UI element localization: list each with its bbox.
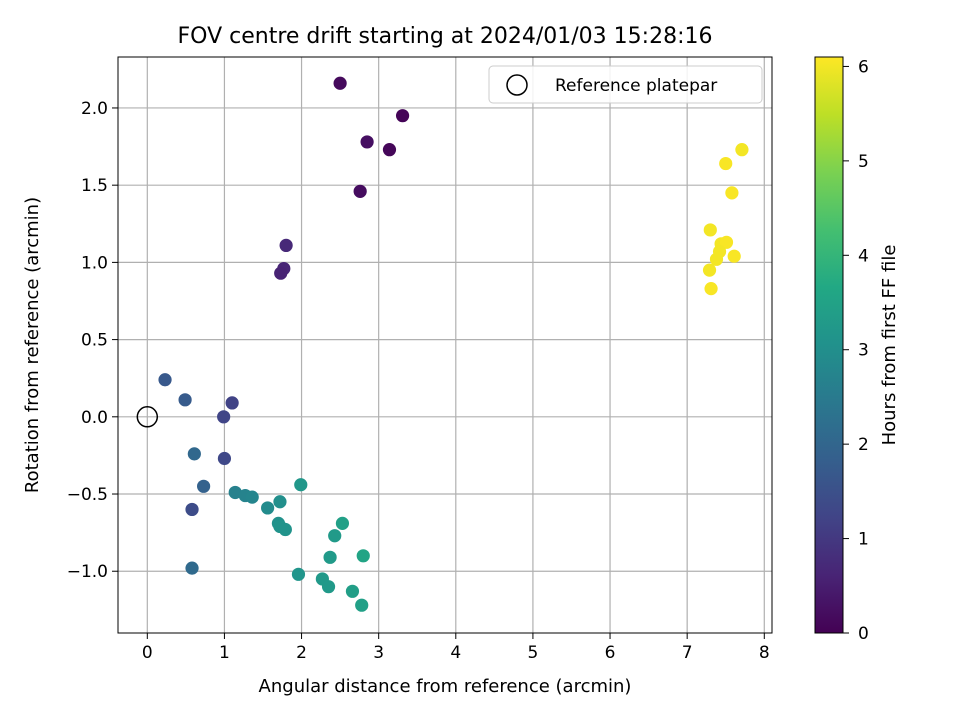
data-point [702,263,717,277]
data-point [294,478,308,492]
data-point [279,238,293,252]
data-point [719,156,733,171]
data-point [245,490,259,504]
data-point [185,502,199,517]
data-point [395,109,410,123]
y-axis-label: Rotation from reference (arcmin) [22,197,43,493]
x-tick-label: 6 [605,643,616,663]
data-point [158,373,172,387]
y-tick-label: 0.5 [81,331,108,351]
reference-platepar-marker [136,406,159,428]
data-point [719,235,734,249]
grid-lines [118,57,772,633]
x-axis-label: Angular distance from reference (arcmin) [259,676,632,697]
data-point [382,143,397,157]
data-point [291,567,306,581]
colorbar-tick-label: 0 [858,624,869,644]
colorbar-tick-label: 1 [858,530,869,550]
y-tick-label: 1.0 [81,253,108,273]
legend-reference-marker [506,74,528,96]
x-tick-label: 8 [759,643,770,663]
data-point [355,598,369,612]
y-tick-label: 1.5 [81,176,108,196]
legend: Reference platepar [488,65,763,104]
data-point [353,184,367,198]
data-point [345,584,360,598]
x-axis-ticks: 0 1 2 3 4 5 6 7 8 [142,633,770,663]
y-tick-label: −1.0 [67,562,108,582]
data-point [187,447,201,461]
data-point [197,479,211,493]
data-point [328,529,342,543]
data-point [225,396,239,410]
data-point [178,393,192,407]
plot-frame [117,56,773,634]
y-axis-ticks: −1.0 −0.5 0.0 0.5 1.0 1.5 2.0 [67,99,118,582]
x-tick-label: 0 [142,643,153,663]
colorbar-tick-label: 2 [858,435,869,455]
x-tick-label: 1 [219,643,230,663]
data-point [725,186,739,200]
data-point [709,252,724,266]
data-point [333,76,347,90]
data-point [273,495,287,509]
chart-title: FOV centre drift starting at 2024/01/03 … [178,24,713,49]
data-point [217,451,232,466]
legend-box [488,65,763,104]
data-point [228,485,242,500]
x-tick-label: 5 [528,643,539,663]
colorbar-tick-label: 4 [858,246,869,266]
data-point [321,580,336,594]
data-point [274,266,288,280]
x-tick-label: 4 [450,643,461,663]
reference-point [136,406,159,428]
colorbar-ticks: 0 1 2 3 4 5 6 [843,57,869,644]
legend-reference-label: Reference platepar [555,76,717,96]
colorbar-label: Hours from first FF file [879,245,900,446]
y-tick-label: 0.0 [81,408,108,428]
data-point [703,223,717,237]
y-tick-label: −0.5 [67,485,108,505]
data-point [704,282,718,296]
colorbar-tick-label: 5 [858,152,869,172]
data-point [360,135,374,149]
data-point [727,249,741,263]
data-point [335,516,350,530]
data-point [261,501,275,515]
x-tick-label: 7 [682,643,693,663]
data-points [158,76,749,612]
x-tick-label: 3 [373,643,384,663]
colorbar [814,56,844,634]
colorbar-tick-label: 6 [858,57,869,77]
x-tick-label: 2 [296,643,307,663]
data-point [217,410,231,424]
data-point [323,550,337,564]
data-point [356,549,370,563]
data-point [735,143,749,157]
colorbar-tick-label: 3 [858,341,869,361]
data-point [185,561,199,575]
y-tick-label: 2.0 [81,99,108,119]
data-point [278,522,292,537]
